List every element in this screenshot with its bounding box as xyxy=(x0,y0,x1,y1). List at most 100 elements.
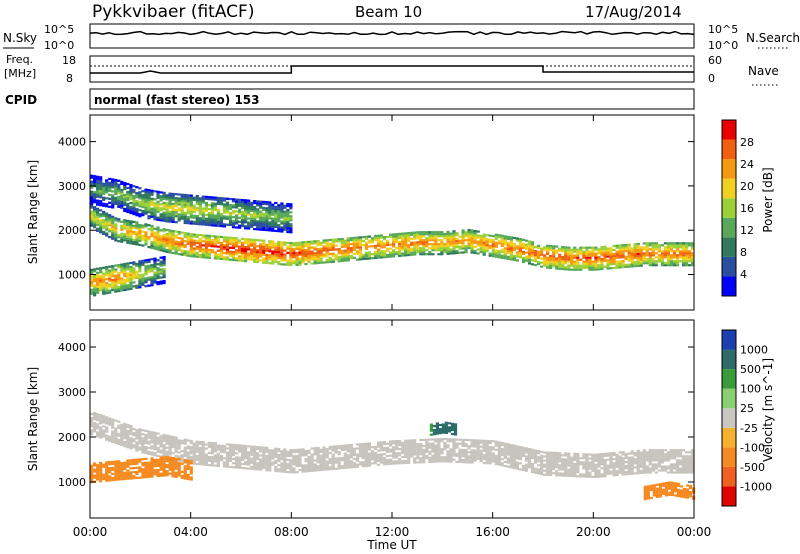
heatmap-cell xyxy=(201,248,205,251)
heatmap-cell xyxy=(231,445,236,449)
heatmap-cell xyxy=(93,422,97,425)
heatmap-cell xyxy=(129,230,133,233)
heatmap-cell xyxy=(262,251,266,254)
heatmap-cell xyxy=(570,464,574,467)
heatmap-cell xyxy=(253,206,257,209)
heatmap-cell xyxy=(645,469,649,472)
heatmap-cell xyxy=(346,259,350,262)
heatmap-cell xyxy=(449,240,453,243)
heatmap-cell xyxy=(198,248,202,251)
heatmap-cell xyxy=(298,450,302,453)
heatmap-cell xyxy=(298,243,302,246)
heatmap-cell xyxy=(225,205,230,208)
heatmap-cell xyxy=(349,462,353,465)
heatmap-cell xyxy=(129,186,133,189)
heatmap-cell xyxy=(527,252,532,255)
heatmap-cell xyxy=(295,255,299,258)
heatmap-cell xyxy=(594,453,598,456)
heatmap-cell xyxy=(280,245,284,248)
heatmap-cell xyxy=(606,247,610,250)
heatmap-cell xyxy=(93,278,97,281)
heatmap-cell xyxy=(449,440,453,443)
heatmap-cell xyxy=(241,222,245,226)
heatmap-cell xyxy=(265,223,269,226)
heatmap-cell xyxy=(358,445,362,448)
heatmap-cell xyxy=(657,449,661,452)
heatmap-cell xyxy=(183,442,187,445)
heatmap-cell xyxy=(576,475,580,478)
heatmap-cell xyxy=(401,236,405,239)
heatmap-cell xyxy=(452,452,456,455)
heatmap-cell xyxy=(102,421,106,424)
heatmap-cell xyxy=(328,458,332,461)
heatmap-cell xyxy=(428,251,432,254)
heatmap-cell xyxy=(325,464,329,467)
heatmap-cell xyxy=(271,221,275,224)
heatmap-cell xyxy=(165,440,169,443)
heatmap-cell xyxy=(642,254,646,257)
heatmap-cell xyxy=(256,228,260,231)
heatmap-cell xyxy=(129,275,133,278)
heatmap-cell xyxy=(310,453,314,456)
heatmap-cell xyxy=(446,242,450,245)
heatmap-cell xyxy=(153,202,157,205)
heatmap-cell xyxy=(171,439,175,443)
nave-label: Nave xyxy=(748,64,779,78)
heatmap-cell xyxy=(174,248,178,251)
power-ylabel: Slant Range [km] xyxy=(26,160,40,264)
heatmap-cell xyxy=(576,456,580,460)
heatmap-cell xyxy=(627,263,631,266)
heatmap-cell xyxy=(624,456,628,460)
heatmap-cell xyxy=(407,451,411,454)
heatmap-cell xyxy=(262,245,266,248)
heatmap-cell xyxy=(108,193,112,196)
heatmap-cell xyxy=(135,447,139,450)
heatmap-cell xyxy=(567,246,571,249)
heatmap-cell xyxy=(561,264,565,267)
heatmap-cell xyxy=(316,240,320,243)
heatmap-cell xyxy=(259,259,263,262)
heatmap-cell xyxy=(518,454,522,457)
heatmap-cell xyxy=(192,198,196,201)
heatmap-cell xyxy=(301,259,305,262)
heatmap-cell xyxy=(207,224,211,227)
heatmap-cell xyxy=(195,255,199,258)
heatmap-cell xyxy=(93,288,97,291)
heatmap-cell xyxy=(132,207,136,210)
heatmap-cell xyxy=(443,456,447,459)
heatmap-cell xyxy=(247,238,251,241)
heatmap-cell xyxy=(99,225,103,228)
heatmap-cell xyxy=(630,259,634,262)
heatmap-cell xyxy=(600,473,604,476)
heatmap-cell xyxy=(552,251,556,254)
heatmap-cell xyxy=(506,255,510,258)
heatmap-cell xyxy=(310,262,314,265)
heatmap-cell xyxy=(102,288,106,291)
heatmap-cell xyxy=(235,257,239,260)
heatmap-cell xyxy=(117,424,121,427)
heatmap-cell xyxy=(431,247,435,250)
heatmap-cell xyxy=(153,279,157,282)
heatmap-cell xyxy=(618,246,622,249)
heatmap-cell xyxy=(467,451,471,454)
heatmap-cell xyxy=(579,252,583,255)
heatmap-cell xyxy=(228,445,233,448)
heatmap-cell xyxy=(440,458,444,461)
heatmap-cell xyxy=(615,252,619,255)
heatmap-cell xyxy=(129,228,133,231)
heatmap-cell xyxy=(597,461,601,464)
heatmap-cell xyxy=(428,446,432,449)
heatmap-cell xyxy=(207,441,211,444)
heatmap-cell xyxy=(132,238,136,241)
heatmap-cell xyxy=(138,438,142,441)
heatmap-cell xyxy=(222,449,227,452)
heatmap-cell xyxy=(180,231,184,234)
heatmap-cell xyxy=(144,210,148,213)
heatmap-cell xyxy=(280,243,284,246)
heatmap-cell xyxy=(588,457,592,460)
heatmap-cell xyxy=(543,248,547,251)
heatmap-cell xyxy=(165,442,169,445)
heatmap-cell xyxy=(627,255,631,258)
heatmap-cell xyxy=(585,465,589,468)
heatmap-cell xyxy=(147,258,151,261)
